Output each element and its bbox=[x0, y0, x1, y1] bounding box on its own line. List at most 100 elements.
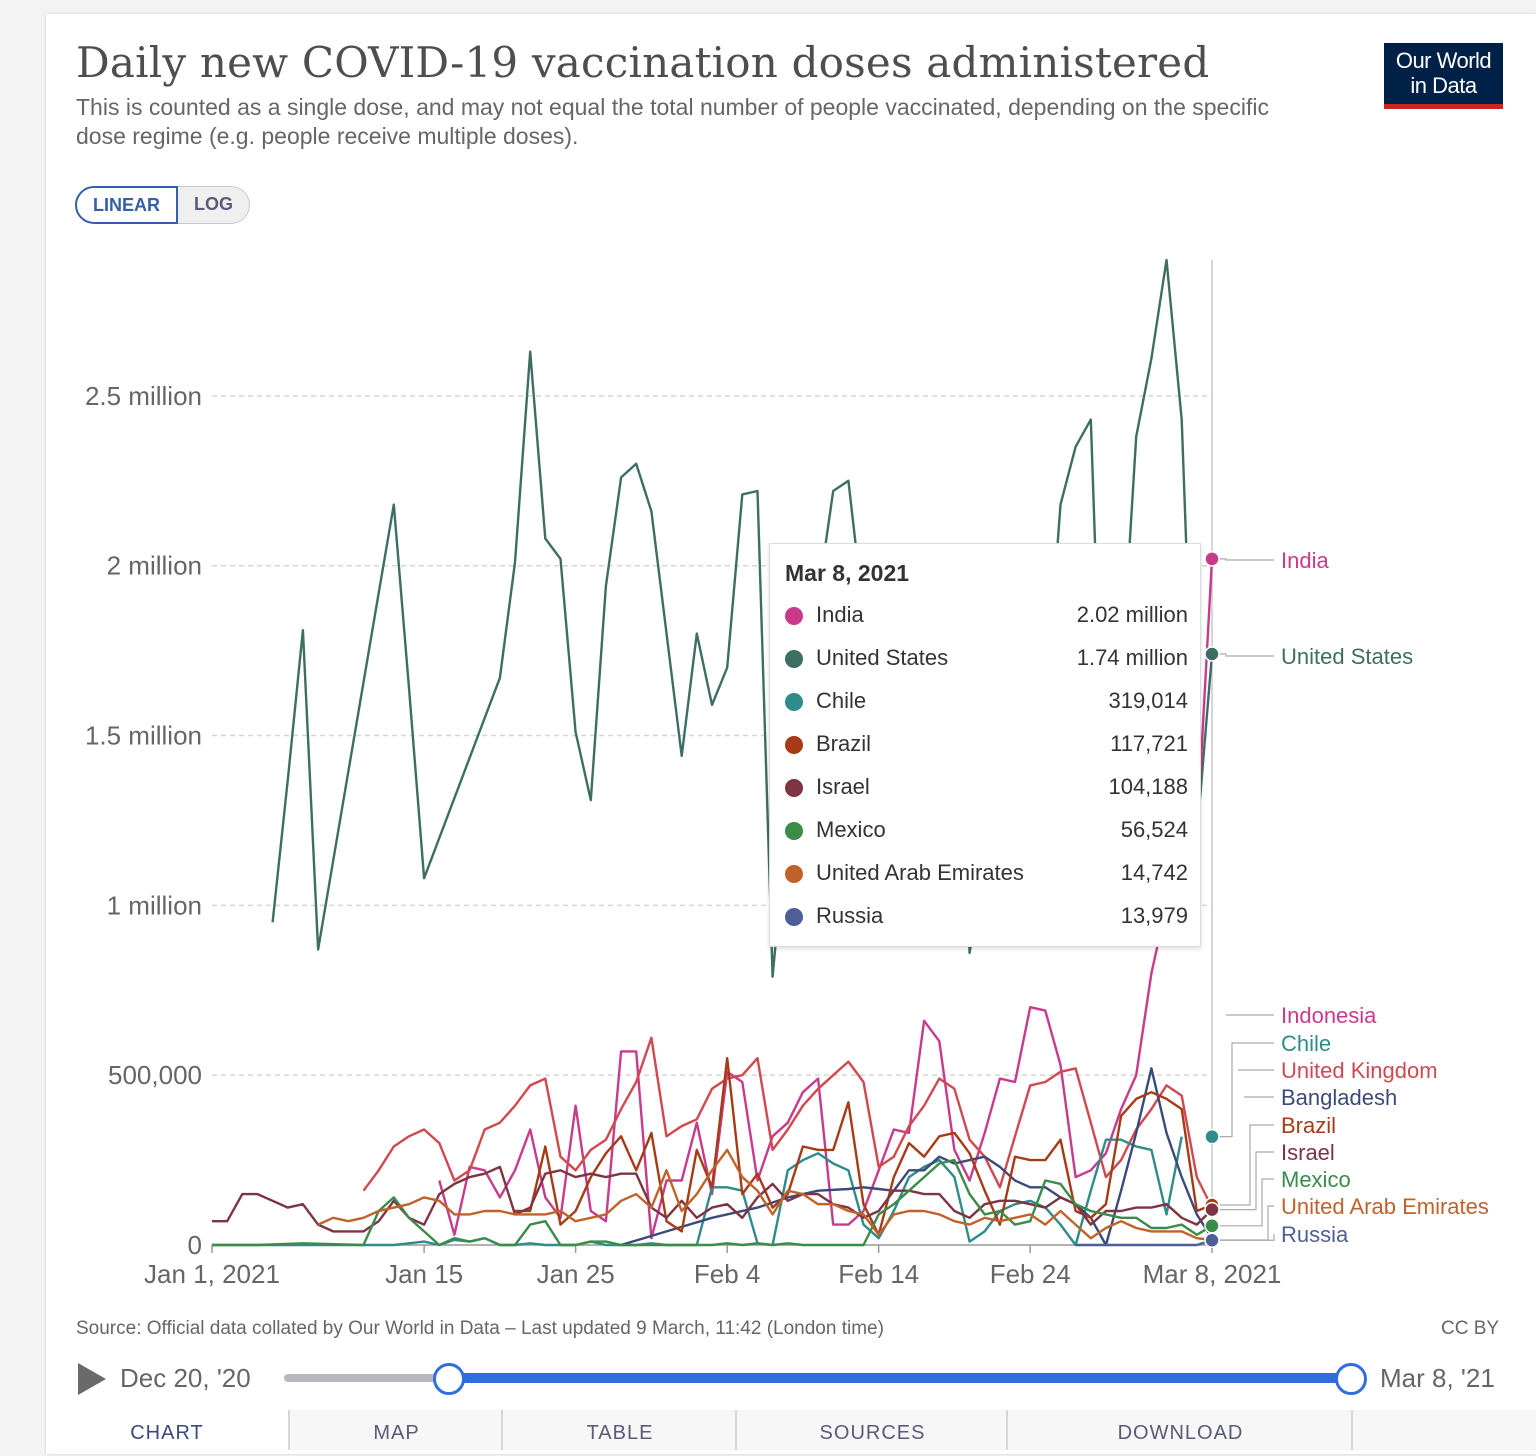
tooltip-row: Russia 13,979 bbox=[785, 903, 1188, 933]
series-line-india bbox=[438, 558, 1214, 1240]
bottom-tabs: CHART MAP TABLE SOURCES DOWNLOAD bbox=[46, 1410, 1536, 1450]
source-note: Source: Official data collated by Our Wo… bbox=[76, 1318, 884, 1339]
legend-dot-icon bbox=[785, 779, 803, 797]
y-tick-label: 2 million bbox=[107, 551, 202, 581]
scale-toggle: LINEAR LOG bbox=[75, 186, 250, 224]
x-tick-label: Feb 4 bbox=[694, 1259, 761, 1289]
tooltip-value: 117,721 bbox=[1110, 731, 1188, 756]
connector-united-arab-emirates bbox=[1212, 1205, 1274, 1241]
tooltip-row: United Arab Emirates 14,742 bbox=[785, 860, 1188, 890]
y-tick-label: 1.5 million bbox=[85, 721, 202, 751]
tooltip-country: United Arab Emirates bbox=[816, 860, 1024, 885]
log-scale-button[interactable]: LOG bbox=[178, 186, 250, 224]
series-line-bangladesh bbox=[620, 1067, 1214, 1247]
end-label-bangladesh: Bangladesh bbox=[1281, 1085, 1397, 1110]
y-tick-label: 1 million bbox=[107, 890, 202, 920]
series-line-israel bbox=[212, 1165, 1213, 1233]
tooltip-row: Chile 319,014 bbox=[785, 688, 1188, 718]
tooltip-row: Brazil 117,721 bbox=[785, 731, 1188, 761]
series-line-united-arab-emirates bbox=[317, 1148, 1213, 1242]
owid-logo[interactable]: Our World in Data bbox=[1384, 43, 1503, 109]
tab-share[interactable] bbox=[1351, 1410, 1536, 1450]
end-label-israel: Israel bbox=[1281, 1140, 1335, 1165]
tooltip-row: United States 1.74 million bbox=[785, 645, 1188, 675]
end-label-brazil: Brazil bbox=[1281, 1113, 1336, 1138]
logo-line-2: in Data bbox=[1410, 73, 1477, 98]
tooltip-value: 13,979 bbox=[1120, 903, 1188, 928]
chart-subtitle: This is counted as a single dose, and ma… bbox=[76, 94, 1269, 149]
tooltip-row: Mexico 56,524 bbox=[785, 817, 1188, 847]
end-dot-mexico bbox=[1204, 1218, 1220, 1234]
tooltip-country: Mexico bbox=[816, 817, 886, 842]
hover-tooltip: Mar 8, 2021 India 2.02 million United Stat… bbox=[769, 543, 1201, 947]
connector-chile bbox=[1212, 1042, 1274, 1138]
end-label-united-arab-emirates: United Arab Emirates bbox=[1281, 1194, 1489, 1219]
y-tick-label: 2.5 million bbox=[85, 381, 202, 411]
tab-sources[interactable]: SOURCES bbox=[735, 1410, 1008, 1450]
end-dot-united-states bbox=[1204, 646, 1220, 662]
linear-scale-button[interactable]: LINEAR bbox=[75, 186, 178, 224]
tooltip-row: India 2.02 million bbox=[785, 602, 1188, 632]
series-line-united-kingdom bbox=[362, 1036, 1214, 1209]
tooltip-country: Brazil bbox=[816, 731, 872, 756]
tooltip-value: 104,188 bbox=[1108, 774, 1188, 799]
connector-united-states bbox=[1212, 653, 1274, 657]
connector-mexico bbox=[1212, 1178, 1274, 1227]
line-chart[interactable]: 0 500,000 1 million 1.5 million 2 million 2.5… bbox=[0, 0, 1536, 1310]
tooltip-country: Chile bbox=[816, 688, 867, 713]
timeline-start-handle[interactable] bbox=[433, 1363, 465, 1395]
tooltip-value: 56,524 bbox=[1120, 817, 1188, 842]
tab-map[interactable]: MAP bbox=[288, 1410, 503, 1450]
legend-dot-icon bbox=[785, 693, 803, 711]
tab-table[interactable]: TABLE bbox=[501, 1410, 737, 1450]
legend-dot-icon bbox=[785, 736, 803, 754]
connector-brazil bbox=[1212, 1124, 1274, 1206]
license-link[interactable]: CC BY bbox=[1441, 1318, 1500, 1339]
timeline-start-label: Dec 20, '20 bbox=[120, 1363, 251, 1393]
x-tick-label: Jan 25 bbox=[537, 1259, 615, 1289]
end-label-india: India bbox=[1281, 548, 1329, 573]
play-icon[interactable] bbox=[78, 1363, 106, 1395]
connector-india bbox=[1212, 558, 1274, 561]
legend-dot-icon bbox=[785, 822, 803, 840]
timeline-selected-range bbox=[447, 1373, 1350, 1383]
tooltip-country: India bbox=[816, 602, 864, 627]
connector-russia bbox=[1212, 1234, 1275, 1241]
end-label-mexico: Mexico bbox=[1281, 1167, 1351, 1192]
end-label-united-states: United States bbox=[1281, 644, 1413, 669]
tooltip-date: Mar 8, 2021 bbox=[785, 560, 910, 586]
end-label-russia: Russia bbox=[1281, 1222, 1349, 1247]
end-label-united-kingdom: United Kingdom bbox=[1281, 1058, 1438, 1083]
chart-title: Daily new COVID-19 vaccination doses adm… bbox=[76, 38, 1210, 87]
connector-israel bbox=[1212, 1151, 1274, 1211]
legend-dot-icon bbox=[785, 908, 803, 926]
legend-dot-icon bbox=[785, 607, 803, 625]
x-tick-label: Feb 24 bbox=[990, 1259, 1071, 1289]
tooltip-value: 14,742 bbox=[1120, 860, 1188, 885]
end-dot-india bbox=[1204, 551, 1220, 567]
tab-chart[interactable]: CHART bbox=[46, 1410, 288, 1450]
timeline-end-handle[interactable] bbox=[1335, 1363, 1367, 1395]
tooltip-value: 1.74 million bbox=[1076, 645, 1188, 670]
x-tick-label: Jan 1, 2021 bbox=[144, 1259, 280, 1289]
tooltip-value: 2.02 million bbox=[1076, 602, 1188, 627]
x-tick-label: Mar 8, 2021 bbox=[1143, 1259, 1282, 1289]
tooltip-value: 319,014 bbox=[1108, 688, 1188, 713]
timeline-end-label: Mar 8, '21 bbox=[1380, 1363, 1495, 1393]
timeline-slider: Dec 20, '20 Mar 8, '21 bbox=[76, 1355, 1506, 1405]
tab-download[interactable]: DOWNLOAD bbox=[1006, 1410, 1353, 1450]
axes: 0 500,000 1 million 1.5 million 2 million 2.5… bbox=[85, 260, 1281, 1289]
series-line-mexico bbox=[212, 1158, 1213, 1247]
logo-line-1: Our World bbox=[1395, 48, 1492, 73]
tooltip-country: United States bbox=[816, 645, 949, 670]
series-line-russia bbox=[1075, 1239, 1213, 1247]
legend-dot-icon bbox=[785, 865, 803, 883]
tooltip-country: Israel bbox=[816, 774, 870, 799]
legend-dot-icon bbox=[785, 650, 803, 668]
tooltip-country: Russia bbox=[816, 903, 884, 928]
end-dot-russia bbox=[1204, 1232, 1220, 1249]
x-tick-label: Jan 15 bbox=[385, 1259, 463, 1289]
y-tick-label: 0 bbox=[188, 1230, 202, 1260]
x-tick-label: Feb 14 bbox=[838, 1259, 919, 1289]
